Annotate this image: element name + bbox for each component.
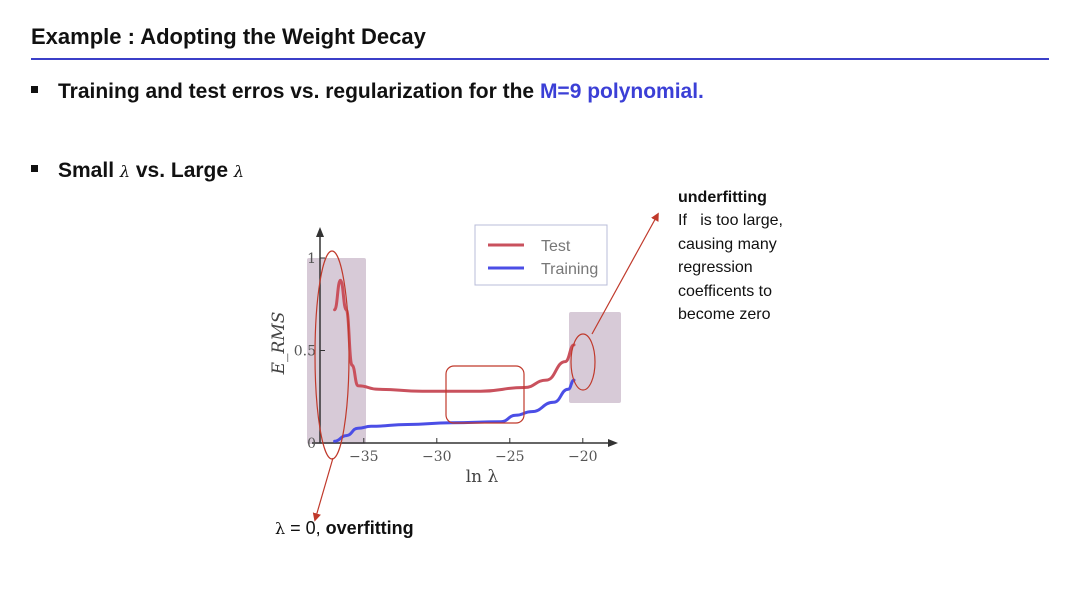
- y-axis-arrowhead: [316, 227, 324, 237]
- arrow-to-underfitting: [591, 212, 659, 335]
- y-tick-label: 1: [307, 251, 316, 267]
- middle-region-box: [445, 365, 525, 424]
- bullet-training-test-errors: Training and test erros vs. regularizati…: [31, 80, 704, 104]
- bullet1-text: Training and test erros vs. regularizati…: [58, 80, 540, 103]
- x-tick-label: −35: [349, 449, 379, 465]
- x-axis-label: ln λ: [466, 467, 499, 487]
- x-tick-label: −30: [422, 449, 452, 465]
- y-tick-label: 0.5: [294, 344, 316, 360]
- x-tick-label: −25: [495, 449, 525, 465]
- lambda-symbol: λ: [119, 162, 131, 181]
- title-divider: [31, 58, 1049, 60]
- bullet2-middle: vs. Large: [130, 159, 234, 182]
- bullet2-prefix: Small: [58, 159, 120, 182]
- x-tick-label: −20: [568, 449, 598, 465]
- series-line-training: [333, 378, 576, 443]
- series-line-test: [333, 278, 576, 393]
- y-tick-label: 0: [307, 436, 316, 452]
- overfitting-word: overfitting: [325, 518, 414, 538]
- lambda-symbol: λ: [275, 519, 286, 538]
- overfitting-ellipse: [314, 250, 350, 460]
- underfitting-heading: underfitting: [678, 189, 767, 206]
- bullet-marker: [31, 85, 38, 93]
- lambda-symbol: λ: [233, 162, 245, 181]
- legend-training-label: Training: [541, 261, 598, 278]
- x-axis-arrowhead: [608, 439, 618, 447]
- underfitting-ellipse: [570, 333, 596, 391]
- slide-title: Example : Adopting the Weight Decay: [31, 24, 426, 49]
- legend-test-label: Test: [541, 238, 571, 255]
- overfitting-label: λ = 0, overfitting: [275, 518, 414, 539]
- y-axis-label: E_RMS: [269, 312, 289, 376]
- bullet-marker: [31, 164, 38, 172]
- arrow-to-overfitting: [312, 457, 334, 522]
- underfitting-note: underfitting If is too large, causing ma…: [678, 186, 818, 326]
- bullet-small-vs-large-lambda: Small λ vs. Large λ: [31, 159, 244, 183]
- small-lambda-region: [307, 258, 366, 444]
- underfitting-description: If is too large, causing many regression…: [678, 212, 783, 324]
- erms-vs-lnlambda-chart: −35 −30 −25 −20 0 0.5 1 E_RMS ln λ Test Traini…: [269, 224, 621, 487]
- bullet1-highlight: M=9 polynomial.: [539, 80, 704, 103]
- overfitting-equals: = 0,: [285, 518, 326, 538]
- legend-box: [474, 224, 608, 286]
